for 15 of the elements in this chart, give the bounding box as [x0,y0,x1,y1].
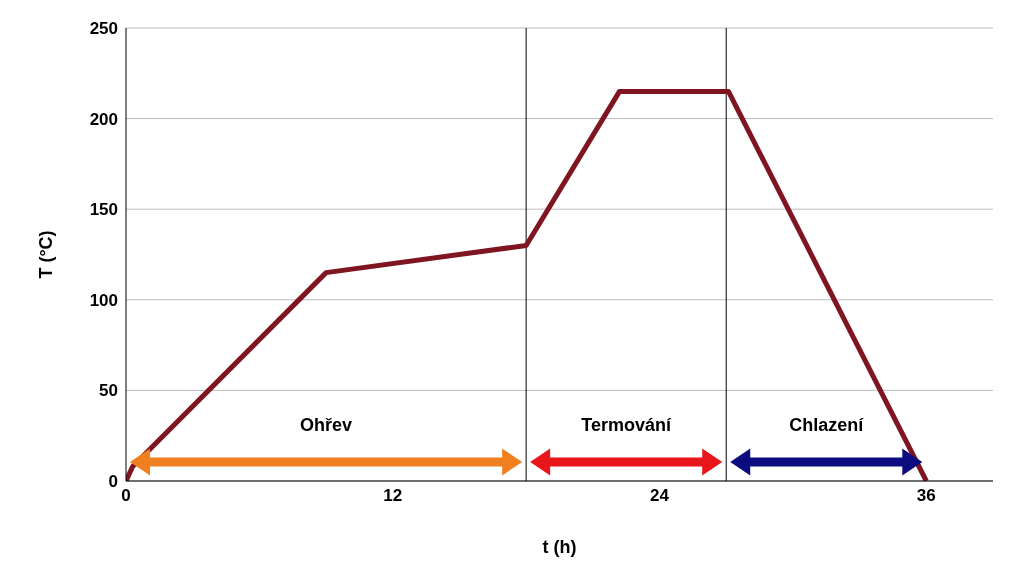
x-tick-label: 24 [650,486,670,506]
annotation: Termování [581,414,673,435]
y-tick-label: 250 [89,19,118,39]
x-tick-label: 36 [916,486,936,506]
y-tick-label: 0 [108,472,118,492]
annotation: Ohřev [300,414,353,435]
annotation: Chlazení [789,414,865,435]
y-tick-label: 150 [89,200,118,220]
x-tick-label: 12 [383,486,403,506]
y-tick-label: 50 [99,381,118,401]
x-tick-label: 0 [121,486,131,506]
x-axis-title: t (h) [542,537,577,557]
y-tick-label: 100 [89,290,118,310]
y-axis-title: T (°C) [36,230,57,279]
y-tick-label: 200 [89,109,118,129]
